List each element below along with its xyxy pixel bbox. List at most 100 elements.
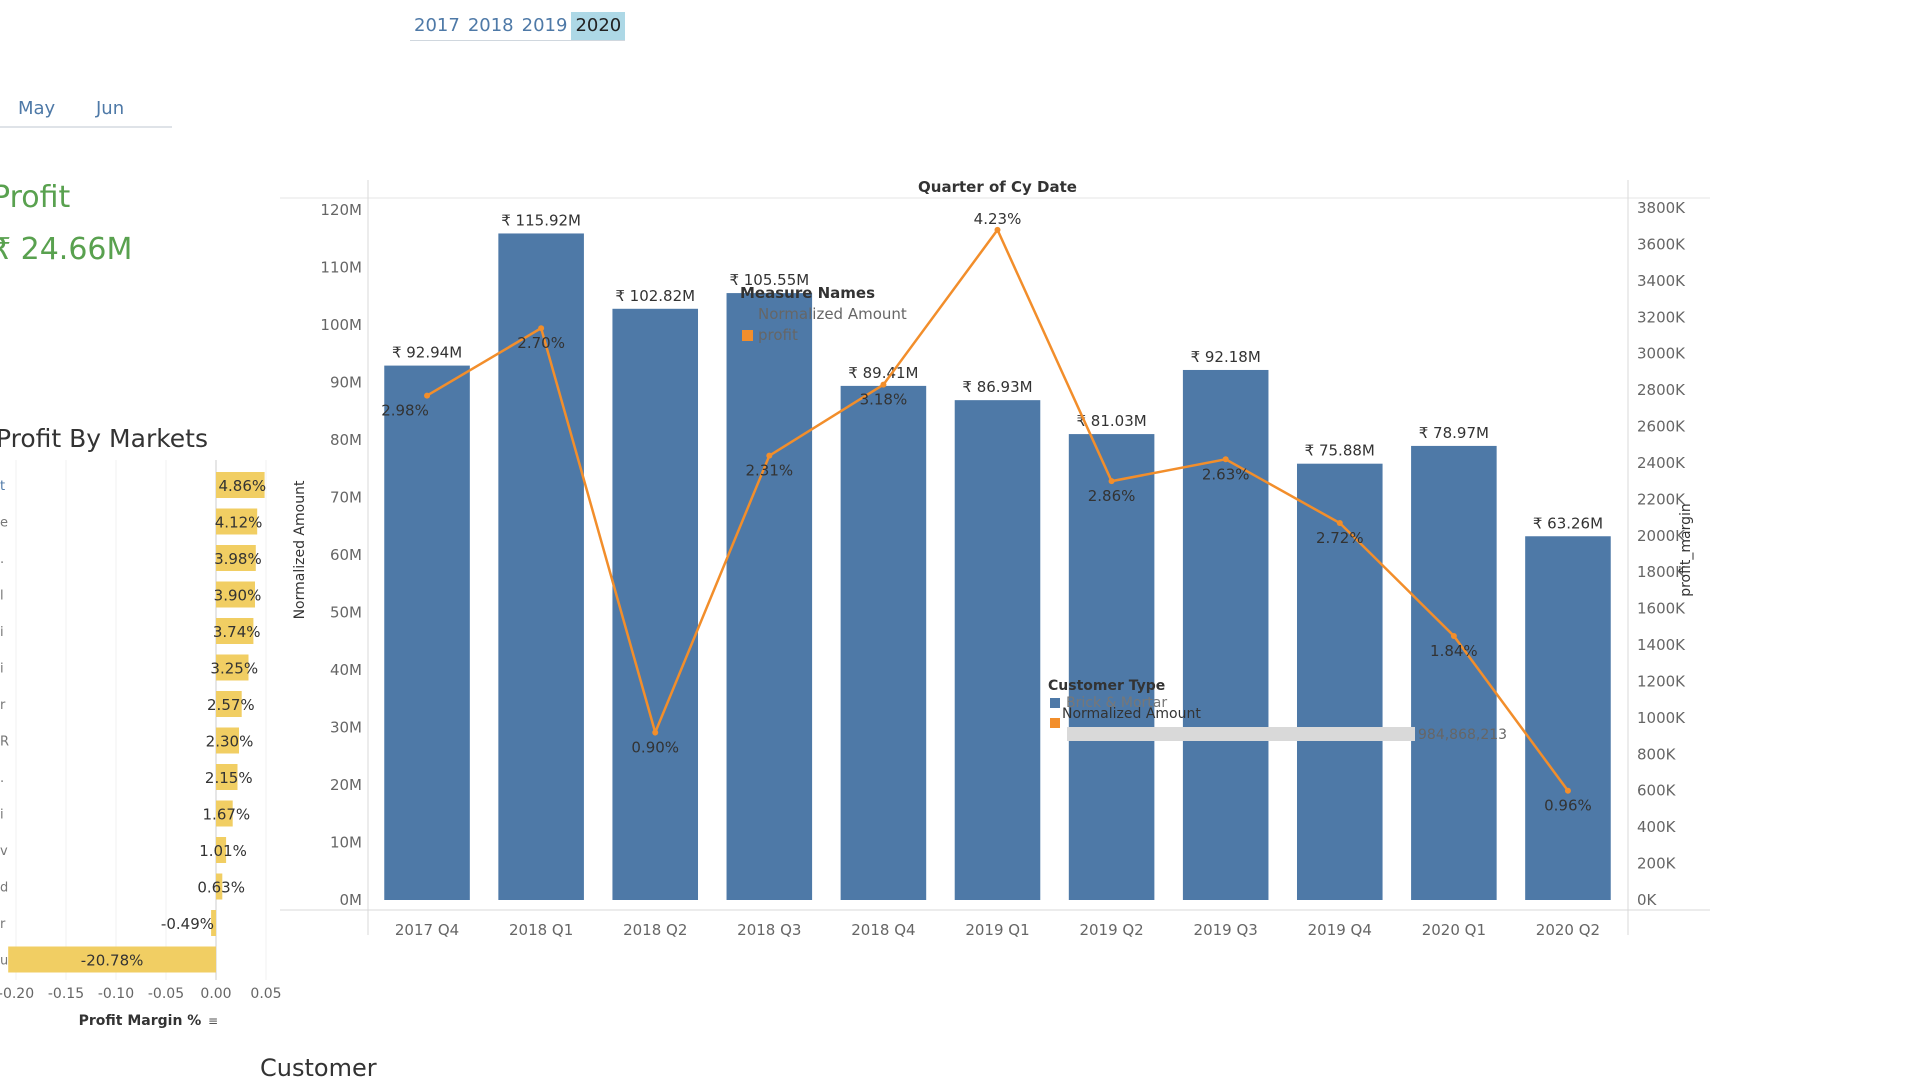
- bar[interactable]: [954, 400, 1041, 900]
- market-bar-label: 0.63%: [197, 879, 245, 897]
- market-row-label: R: [0, 735, 9, 750]
- market-bar-label: 4.12%: [215, 514, 263, 532]
- legend-title: Measure Names: [740, 284, 875, 302]
- y-tick-label: 40M: [330, 661, 362, 679]
- market-bar[interactable]: [216, 654, 249, 681]
- tooltip-title: Customer Type: [1048, 678, 1165, 694]
- market-bar[interactable]: [216, 800, 233, 827]
- x-tick-label: 2018 Q4: [851, 921, 915, 939]
- market-bar[interactable]: [216, 873, 223, 900]
- profit-label: 2.31%: [745, 462, 793, 480]
- main-chart: Quarter of Cy Date 0M 10M 20M 30M 40M 50M 60M 70…: [280, 180, 1710, 939]
- bar-label: ₹ 105.55M: [729, 271, 809, 289]
- bar[interactable]: [1525, 536, 1611, 900]
- market-bar[interactable]: [216, 508, 258, 535]
- x-tick-label: 2020 Q2: [1536, 921, 1600, 939]
- year-2018[interactable]: 2018: [467, 15, 514, 36]
- y-tick-label: 20M: [330, 776, 362, 794]
- profit-point: [1336, 520, 1343, 527]
- bar[interactable]: [612, 308, 699, 900]
- market-bar[interactable]: [8, 946, 217, 973]
- y-tick-label: 30M: [330, 719, 362, 737]
- market-row-label: l: [0, 589, 4, 604]
- y-tick-label: 100M: [320, 316, 362, 334]
- kpi-value: ₹ 24.66M: [0, 232, 133, 267]
- customer-section-title: Customer: [260, 1054, 377, 1082]
- market-bar-label: 3.90%: [214, 587, 262, 605]
- profit-label: 2.63%: [1202, 465, 1250, 483]
- bar-label: ₹ 115.92M: [501, 211, 581, 229]
- bar[interactable]: [1068, 434, 1155, 900]
- market-row-label: i: [0, 625, 4, 640]
- markets-chart: -0.20 -0.15 -0.10 -0.05 0.00 0.05 4.86% t 4.12% e…: [0, 460, 282, 1029]
- month-filter[interactable]: May Jun: [0, 96, 172, 128]
- bar-label: ₹ 102.82M: [615, 287, 695, 305]
- year-2019[interactable]: 2019: [521, 15, 568, 36]
- y2-tick-label: 3600K: [1637, 235, 1686, 253]
- market-row-label: v: [0, 844, 8, 859]
- year-filter[interactable]: 2017 2018 2019 2020: [410, 12, 626, 41]
- x-tick-label: 2018 Q1: [509, 921, 573, 939]
- y2-tick-label: 2000K: [1637, 527, 1686, 545]
- market-row-label: i: [0, 808, 4, 823]
- y-tick-label: 60M: [330, 546, 362, 564]
- market-bar[interactable]: [216, 727, 239, 754]
- bar[interactable]: [1296, 463, 1383, 900]
- market-row-label: t: [0, 479, 5, 494]
- y-tick-label: 70M: [330, 489, 362, 507]
- y2-tick-label: 1600K: [1637, 600, 1686, 618]
- bar[interactable]: [840, 385, 927, 900]
- bar[interactable]: [726, 293, 813, 900]
- market-bar[interactable]: [216, 837, 227, 863]
- bar[interactable]: [1182, 369, 1269, 901]
- market-bar-label: -20.78%: [81, 952, 144, 970]
- market-bar[interactable]: [216, 472, 265, 498]
- y-tick-label: 120M: [320, 201, 362, 219]
- market-bar-label: 2.15%: [205, 769, 253, 787]
- market-row-label: .: [0, 771, 4, 786]
- y2-tick-label: 3000K: [1637, 345, 1686, 363]
- y2-tick-label: 3800K: [1637, 199, 1686, 217]
- y-tick-label: 0M: [340, 891, 363, 909]
- bar-label: ₹ 92.18M: [1191, 348, 1261, 366]
- profit-point: [994, 226, 1001, 233]
- profit-point: [424, 392, 431, 399]
- profit-label: 4.23%: [974, 210, 1022, 228]
- y2-tick-label: 1000K: [1637, 709, 1686, 727]
- sort-icon[interactable]: ≡: [208, 1014, 218, 1028]
- profit-point: [652, 729, 659, 736]
- market-bar-label: 2.30%: [206, 733, 254, 751]
- month-may[interactable]: May: [18, 98, 56, 119]
- bar-label: ₹ 92.94M: [392, 344, 462, 362]
- market-bar[interactable]: [216, 618, 254, 644]
- y-tick-label: 50M: [330, 604, 362, 622]
- market-bar[interactable]: [216, 545, 256, 571]
- profit-label: 1.84%: [1430, 642, 1478, 660]
- profit-point: [1222, 456, 1229, 463]
- legend-swatch-profit: [742, 330, 753, 341]
- profit-label: 0.90%: [631, 738, 679, 756]
- market-bar[interactable]: [216, 581, 255, 608]
- market-bar[interactable]: [216, 764, 238, 790]
- y2-tick-label: 3400K: [1637, 272, 1686, 290]
- x-tick-label: 2019 Q4: [1308, 921, 1372, 939]
- month-jun[interactable]: Jun: [96, 98, 125, 119]
- year-2017[interactable]: 2017: [414, 15, 460, 36]
- market-bar[interactable]: [211, 910, 216, 936]
- y-tick-label: 10M: [330, 834, 362, 852]
- market-x-tick: -0.05: [148, 986, 184, 1002]
- y2-tick-label: 2800K: [1637, 381, 1686, 399]
- profit-point: [1108, 478, 1115, 485]
- y2-tick-label: 3200K: [1637, 308, 1686, 326]
- market-bar-label: 1.67%: [203, 806, 251, 824]
- profit-point: [538, 325, 545, 332]
- profit-label: 2.86%: [1088, 487, 1136, 505]
- market-bar[interactable]: [216, 691, 242, 717]
- bar[interactable]: [1411, 445, 1497, 900]
- bar[interactable]: [384, 365, 470, 901]
- y2-axis-label: profit_margin: [1678, 503, 1694, 597]
- tooltip-row2-value: 984,868,213: [1418, 727, 1507, 743]
- market-x-tick: 0.00: [200, 986, 231, 1002]
- year-2020[interactable]: 2020: [571, 12, 626, 40]
- market-x-axis-label: Profit Margin %: [79, 1013, 202, 1029]
